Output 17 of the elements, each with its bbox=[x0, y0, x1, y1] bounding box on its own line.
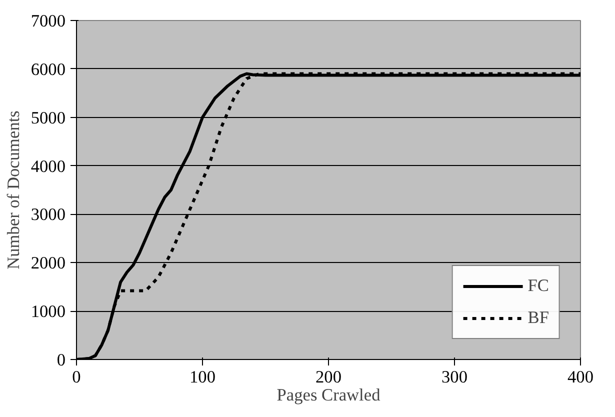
legend-label: BF bbox=[528, 308, 549, 328]
x-tick-label: 100 bbox=[190, 368, 216, 386]
legend-label: FC bbox=[528, 276, 549, 296]
y-tick-label: 6000 bbox=[30, 60, 66, 79]
y-tick-label: 0 bbox=[56, 350, 66, 370]
y-tick-label: 7000 bbox=[30, 12, 66, 30]
y-axis-title: Number of Documents bbox=[4, 110, 23, 270]
x-tick-label: 400 bbox=[568, 368, 594, 386]
x-axis-title: Pages Crawled bbox=[276, 386, 381, 404]
y-tick-label: 4000 bbox=[30, 156, 66, 176]
y-tick-label: 3000 bbox=[30, 205, 66, 224]
x-tick-label: 200 bbox=[316, 368, 342, 386]
y-tick-label: 1000 bbox=[30, 302, 66, 322]
x-tick-label: 300 bbox=[442, 368, 468, 386]
x-tick-label: 0 bbox=[72, 368, 81, 386]
y-tick-label: 2000 bbox=[30, 254, 66, 273]
y-tick-label: 5000 bbox=[30, 108, 66, 128]
